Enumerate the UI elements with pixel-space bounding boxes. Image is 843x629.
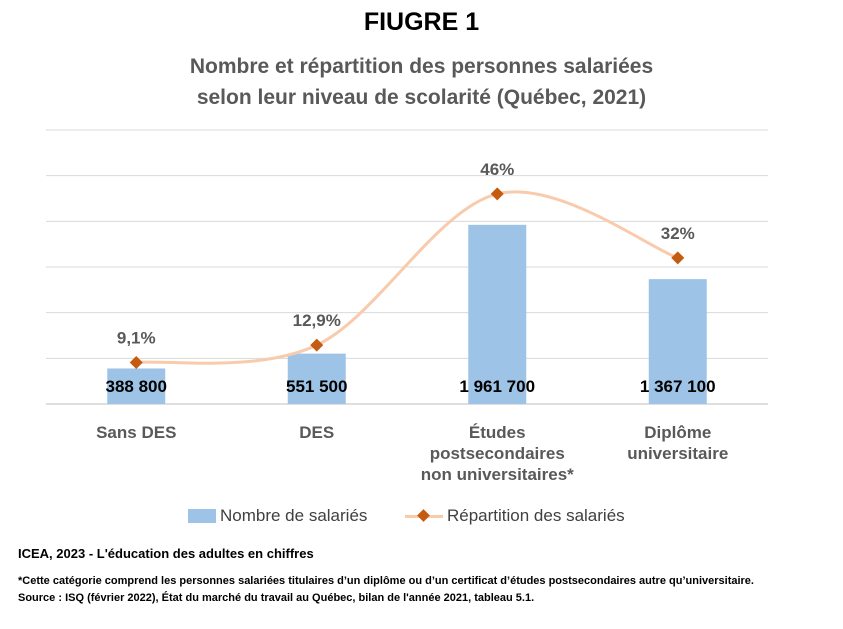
legend-line-label: Répartition des salariés bbox=[447, 506, 625, 525]
bar-value-label: 388 800 bbox=[106, 377, 167, 396]
footnote-category: *Cette catégorie comprend les personnes … bbox=[18, 575, 754, 587]
category-label-line: DES bbox=[299, 423, 334, 442]
category-label-line: postsecondaires bbox=[430, 444, 565, 463]
legend-item-line: Répartition des salariés bbox=[405, 506, 625, 526]
bar-value-label: 551 500 bbox=[286, 377, 347, 396]
chart-legend: Nombre de salariés Répartition des salar… bbox=[0, 506, 843, 530]
bar bbox=[648, 279, 707, 404]
line-point-marker bbox=[490, 187, 504, 201]
category-label-line: non universitaires* bbox=[421, 465, 574, 484]
source-caption: ICEA, 2023 - L'éducation des adultes en … bbox=[18, 546, 314, 561]
line-point-marker bbox=[129, 355, 143, 369]
bar bbox=[287, 353, 346, 404]
category-label: Études postsecondaires non universitaires* bbox=[421, 423, 574, 484]
bar bbox=[468, 224, 527, 404]
line-value-label: 46% bbox=[480, 160, 514, 179]
footnote-source: Source : ISQ (février 2022), État du mar… bbox=[18, 592, 535, 604]
legend-line-swatch bbox=[405, 509, 443, 523]
series-line bbox=[136, 190, 679, 365]
chart-title-line-2: selon leur niveau de scolarité (Québec, … bbox=[196, 86, 647, 109]
legend-item-bars: Nombre de salariés bbox=[188, 506, 367, 526]
line-value-label: 9,1% bbox=[117, 328, 156, 347]
category-label-line: Diplôme bbox=[644, 423, 711, 442]
category-label: Diplôme universitaire bbox=[627, 423, 728, 463]
category-label: Sans DES bbox=[96, 423, 176, 442]
line-value-label: 32% bbox=[661, 224, 695, 243]
chart-title-line-1: Nombre et répartition des personnes sala… bbox=[189, 55, 654, 78]
bar-value-label: 1 367 100 bbox=[640, 377, 716, 396]
line-point-marker bbox=[671, 251, 685, 265]
line-point-marker bbox=[310, 338, 324, 352]
bar-value-label: 1 961 700 bbox=[459, 377, 535, 396]
category-label-line: Sans DES bbox=[96, 423, 176, 442]
bar bbox=[107, 368, 166, 404]
category-label: DES bbox=[299, 423, 334, 442]
legend-bar-label: Nombre de salariés bbox=[220, 506, 368, 525]
line-value-label: 12,9% bbox=[293, 311, 341, 330]
legend-bar-swatch bbox=[188, 509, 216, 523]
category-label-line: universitaire bbox=[627, 444, 728, 463]
figure-label: FIUGRE 1 bbox=[363, 8, 480, 36]
category-label-line: Études bbox=[469, 423, 526, 442]
